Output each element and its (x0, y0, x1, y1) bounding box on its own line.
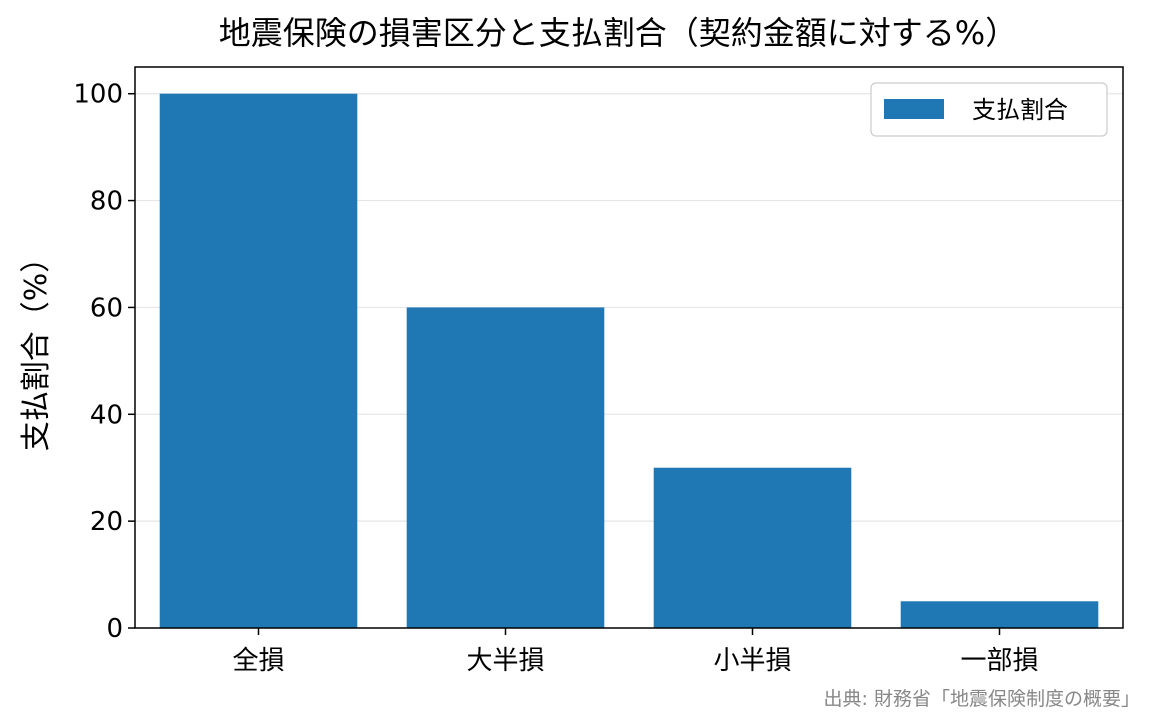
bar (159, 93, 358, 628)
x-tick-label: 大半損 (466, 646, 544, 676)
legend-label: 支払割合 (972, 96, 1068, 124)
source-note: 出典: 財務省「地震保険制度の概要」 (824, 688, 1140, 710)
plot-area-frame (134, 66, 1124, 629)
chart-title: 地震保険の損害区分と支払割合（契約金額に対する%） (219, 14, 1017, 52)
y-axis-ticks: 0 20 40 60 80 100 (73, 80, 135, 644)
x-tick-label: 一部損 (960, 646, 1038, 676)
bar-series (159, 93, 1099, 628)
y-tick-label: 0 (106, 614, 123, 644)
y-tick-label: 40 (90, 400, 123, 430)
x-tick-label: 全損 (232, 646, 284, 676)
legend-swatch (884, 99, 944, 119)
y-tick-label: 60 (90, 293, 123, 323)
y-axis-label: 支払割合（%） (19, 243, 54, 452)
y-tick-label: 100 (73, 80, 123, 110)
legend-frame (870, 82, 1108, 137)
x-tick-label: 小半損 (713, 646, 791, 676)
bar (406, 307, 605, 628)
x-axis-ticks: 全損 大半損 小半損 一部損 (232, 628, 1039, 676)
legend: 支払割合 (870, 82, 1108, 137)
y-tick-label: 20 (90, 507, 123, 537)
bar (653, 467, 852, 628)
y-tick-label: 80 (90, 187, 123, 217)
bar (900, 601, 1099, 628)
